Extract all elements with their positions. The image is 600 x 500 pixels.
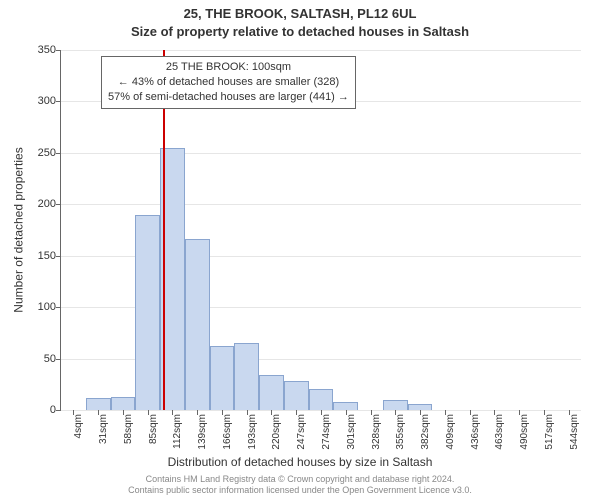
ytick-label: 300 xyxy=(26,95,56,107)
chart-title-main: 25, THE BROOK, SALTASH, PL12 6UL xyxy=(0,6,600,21)
footer-line-1: Contains HM Land Registry data © Crown c… xyxy=(0,474,600,485)
histogram-bar xyxy=(383,400,408,410)
xtick-label: 58sqm xyxy=(123,414,134,444)
xtick-label: 166sqm xyxy=(222,414,233,450)
xtick-label: 544sqm xyxy=(569,414,580,450)
xtick-label: 490sqm xyxy=(519,414,530,450)
gridline xyxy=(61,204,581,205)
annotation-line: ← 43% of detached houses are smaller (32… xyxy=(108,75,349,90)
footer-line-2: Contains public sector information licen… xyxy=(0,485,600,496)
ytick-mark xyxy=(56,256,61,257)
y-axis-label-wrap: Number of detached properties xyxy=(12,0,26,460)
xtick-label: 301sqm xyxy=(346,414,357,450)
ytick-mark xyxy=(56,307,61,308)
histogram-bar xyxy=(135,215,160,410)
xtick-label: 220sqm xyxy=(271,414,282,450)
ytick-label: 50 xyxy=(26,353,56,365)
xtick-label: 274sqm xyxy=(321,414,332,450)
ytick-label: 0 xyxy=(26,404,56,416)
xtick-label: 436sqm xyxy=(470,414,481,450)
histogram-bar xyxy=(185,239,210,410)
histogram-bar xyxy=(111,397,136,410)
xtick-label: 382sqm xyxy=(420,414,431,450)
xtick-label: 112sqm xyxy=(172,414,183,449)
gridline xyxy=(61,153,581,154)
histogram-bar xyxy=(333,402,358,410)
y-axis-label: Number of detached properties xyxy=(12,147,26,312)
gridline xyxy=(61,50,581,51)
annotation-line: 57% of semi-detached houses are larger (… xyxy=(108,90,349,105)
chart-title-sub: Size of property relative to detached ho… xyxy=(0,24,600,39)
xtick-label: 517sqm xyxy=(544,414,555,450)
ytick-mark xyxy=(56,410,61,411)
footer-text: Contains HM Land Registry data © Crown c… xyxy=(0,474,600,496)
chart-container: 25, THE BROOK, SALTASH, PL12 6UL Size of… xyxy=(0,0,600,500)
plot-area: 4sqm31sqm58sqm85sqm112sqm139sqm166sqm193… xyxy=(60,50,581,411)
xtick-label: 4sqm xyxy=(73,414,84,438)
ytick-mark xyxy=(56,359,61,360)
ytick-label: 150 xyxy=(26,250,56,262)
histogram-bar xyxy=(234,343,259,410)
xtick-label: 355sqm xyxy=(395,414,406,450)
xtick-label: 247sqm xyxy=(296,414,307,450)
ytick-mark xyxy=(56,50,61,51)
ytick-mark xyxy=(56,153,61,154)
annotation-line: 25 THE BROOK: 100sqm xyxy=(108,60,349,75)
xtick-label: 409sqm xyxy=(445,414,456,450)
ytick-mark xyxy=(56,101,61,102)
xtick-label: 139sqm xyxy=(197,414,208,450)
ytick-label: 200 xyxy=(26,198,56,210)
xtick-label: 193sqm xyxy=(247,414,258,450)
ytick-label: 100 xyxy=(26,301,56,313)
ytick-label: 350 xyxy=(26,44,56,56)
ytick-label: 250 xyxy=(26,147,56,159)
histogram-bar xyxy=(259,375,284,410)
histogram-bar xyxy=(309,389,334,410)
histogram-bar xyxy=(284,381,309,410)
ytick-mark xyxy=(56,204,61,205)
xtick-label: 328sqm xyxy=(371,414,382,450)
histogram-bar xyxy=(86,398,111,410)
xtick-label: 463sqm xyxy=(494,414,505,450)
x-axis-label: Distribution of detached houses by size … xyxy=(0,455,600,469)
xtick-label: 31sqm xyxy=(98,414,109,444)
histogram-bar xyxy=(210,346,235,410)
annotation-box: 25 THE BROOK: 100sqm← 43% of detached ho… xyxy=(101,56,356,109)
xtick-label: 85sqm xyxy=(148,414,159,444)
